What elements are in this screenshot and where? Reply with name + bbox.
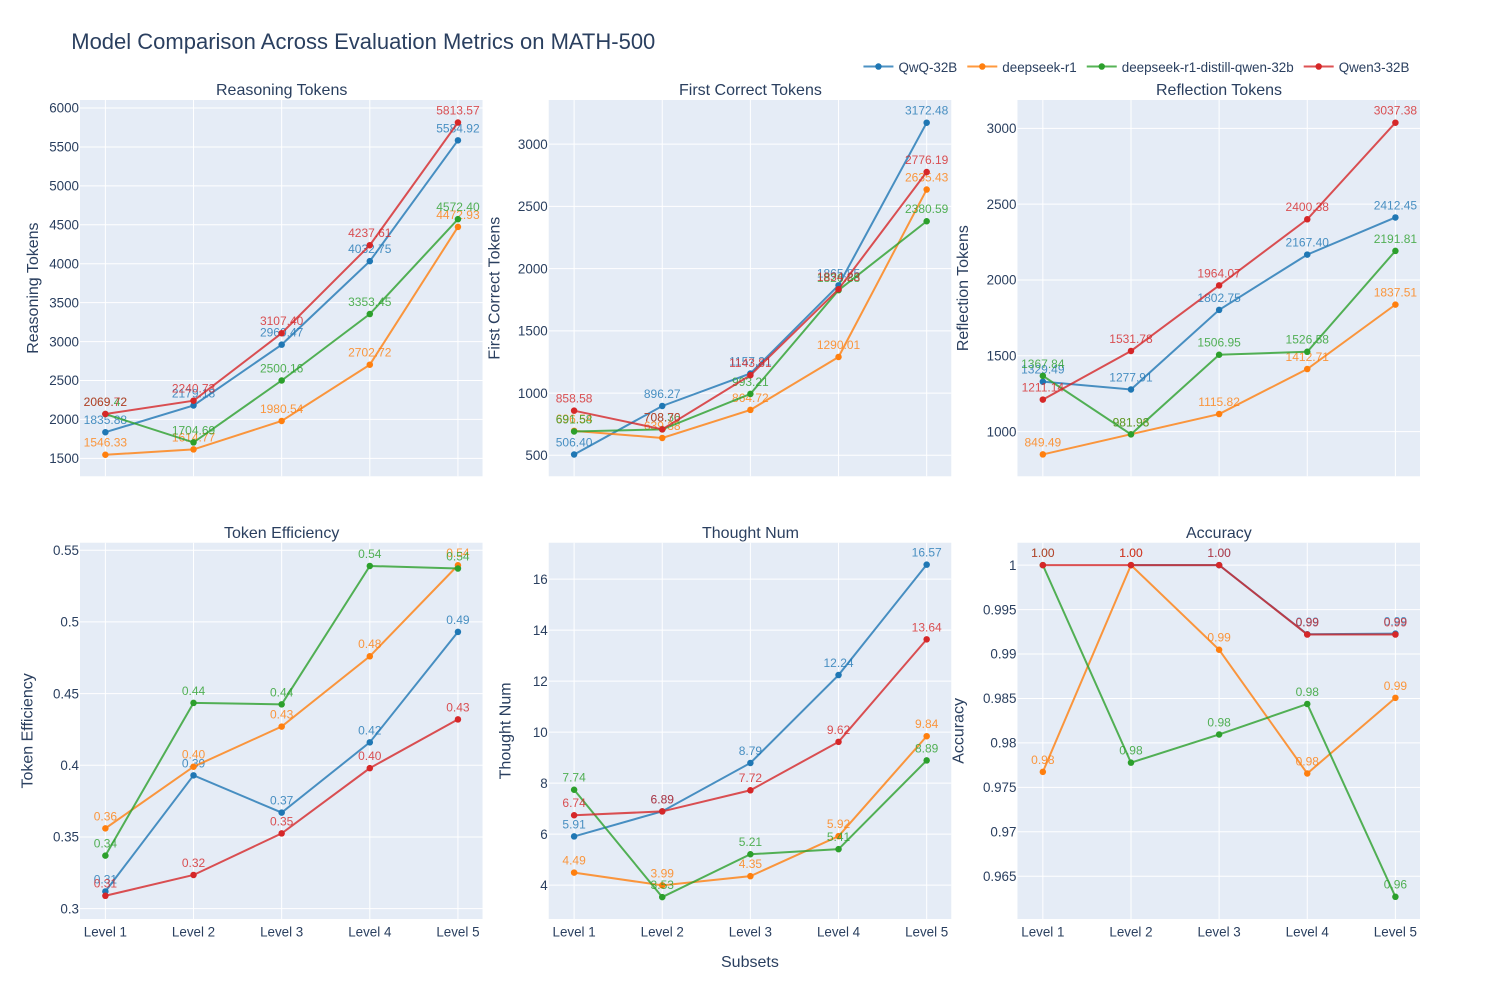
svg-text:Qwen3-32B: Qwen3-32B — [1339, 60, 1410, 75]
svg-text:Accuracy: Accuracy — [951, 698, 968, 764]
svg-text:Reasoning Tokens: Reasoning Tokens — [25, 222, 42, 353]
svg-text:Model Comparison Across Evalua: Model Comparison Across Evaluation Metri… — [71, 29, 655, 54]
svg-text:Reasoning Tokens: Reasoning Tokens — [216, 82, 347, 99]
svg-text:Thought Num: Thought Num — [702, 525, 799, 542]
svg-text:Subsets: Subsets — [721, 954, 779, 971]
svg-text:Reflection Tokens: Reflection Tokens — [1156, 82, 1282, 99]
svg-text:First Correct Tokens: First Correct Tokens — [679, 82, 822, 99]
svg-text:deepseek-r1-distill-qwen-32b: deepseek-r1-distill-qwen-32b — [1122, 60, 1294, 75]
svg-text:First Correct Tokens: First Correct Tokens — [487, 217, 504, 360]
svg-text:Accuracy: Accuracy — [1186, 525, 1252, 542]
svg-text:QwQ-32B: QwQ-32B — [898, 60, 957, 75]
svg-text:Token Efficiency: Token Efficiency — [20, 673, 37, 788]
svg-text:deepseek-r1: deepseek-r1 — [1002, 60, 1076, 75]
svg-text:Reflection Tokens: Reflection Tokens — [955, 225, 972, 351]
svg-text:Thought Num: Thought Num — [498, 682, 515, 779]
svg-text:Token Efficiency: Token Efficiency — [224, 525, 339, 542]
